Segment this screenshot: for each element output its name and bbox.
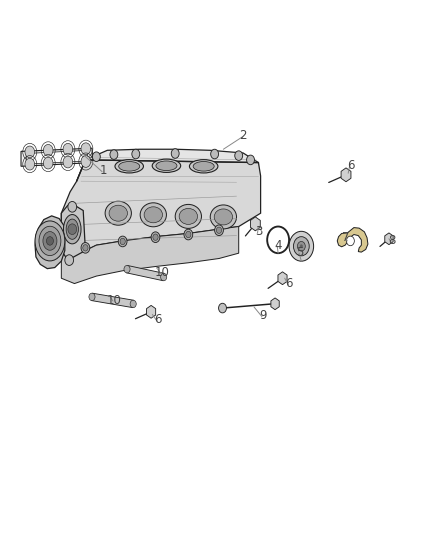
Circle shape	[247, 155, 254, 165]
Text: 4: 4	[274, 239, 282, 252]
Polygon shape	[271, 298, 279, 310]
Circle shape	[235, 151, 243, 160]
Text: 8: 8	[389, 235, 396, 247]
Circle shape	[297, 241, 305, 251]
Circle shape	[65, 255, 74, 265]
Polygon shape	[127, 265, 164, 281]
Ellipse shape	[193, 161, 214, 171]
Ellipse shape	[64, 214, 81, 244]
Circle shape	[63, 143, 73, 155]
Ellipse shape	[105, 201, 131, 225]
Ellipse shape	[124, 265, 130, 273]
Circle shape	[110, 150, 118, 159]
Ellipse shape	[152, 159, 180, 173]
Circle shape	[63, 156, 73, 168]
Polygon shape	[278, 272, 287, 285]
Ellipse shape	[179, 208, 198, 224]
Ellipse shape	[35, 221, 65, 261]
Text: 3: 3	[255, 225, 262, 238]
Ellipse shape	[66, 219, 78, 239]
Ellipse shape	[119, 161, 140, 171]
Circle shape	[215, 225, 223, 236]
Polygon shape	[385, 233, 393, 245]
Ellipse shape	[214, 209, 233, 225]
Circle shape	[43, 157, 53, 169]
Polygon shape	[26, 150, 88, 164]
Ellipse shape	[109, 205, 127, 221]
Circle shape	[81, 243, 90, 253]
Text: 9: 9	[259, 309, 267, 322]
Circle shape	[216, 227, 222, 233]
Circle shape	[346, 236, 354, 246]
Circle shape	[289, 231, 314, 261]
Text: 7: 7	[342, 231, 350, 244]
Circle shape	[219, 303, 226, 313]
Circle shape	[68, 201, 77, 212]
Polygon shape	[341, 168, 351, 182]
Circle shape	[186, 231, 191, 238]
Polygon shape	[61, 160, 261, 260]
Ellipse shape	[39, 226, 61, 256]
Ellipse shape	[161, 273, 167, 281]
Polygon shape	[147, 305, 155, 318]
Circle shape	[81, 143, 91, 155]
Circle shape	[25, 146, 35, 158]
Text: 5: 5	[297, 246, 304, 259]
Ellipse shape	[89, 293, 95, 301]
Polygon shape	[35, 216, 65, 269]
Circle shape	[92, 152, 100, 161]
Ellipse shape	[189, 160, 218, 173]
Ellipse shape	[130, 300, 136, 308]
Ellipse shape	[115, 160, 143, 173]
Circle shape	[120, 238, 125, 245]
Circle shape	[25, 158, 35, 170]
Polygon shape	[337, 228, 368, 252]
Circle shape	[68, 224, 77, 235]
Circle shape	[300, 245, 303, 248]
Text: 6: 6	[346, 159, 354, 172]
Ellipse shape	[144, 207, 162, 223]
Circle shape	[184, 229, 193, 240]
Circle shape	[151, 232, 160, 243]
Circle shape	[46, 237, 53, 245]
Text: 10: 10	[155, 266, 170, 279]
Polygon shape	[61, 205, 85, 260]
Circle shape	[81, 156, 91, 167]
Text: 10: 10	[106, 294, 121, 306]
Circle shape	[211, 149, 219, 159]
Polygon shape	[21, 148, 93, 166]
Circle shape	[171, 149, 179, 158]
Polygon shape	[251, 217, 260, 231]
Text: 2: 2	[239, 130, 247, 142]
Ellipse shape	[156, 161, 177, 171]
Text: 6: 6	[285, 277, 293, 290]
Ellipse shape	[43, 231, 57, 250]
Text: 6: 6	[154, 313, 162, 326]
Ellipse shape	[175, 205, 201, 229]
Polygon shape	[77, 149, 258, 197]
Circle shape	[293, 237, 309, 256]
Circle shape	[153, 234, 158, 240]
Ellipse shape	[140, 203, 166, 227]
Circle shape	[132, 149, 140, 159]
Circle shape	[118, 236, 127, 247]
Text: 1: 1	[99, 164, 107, 177]
Circle shape	[83, 245, 88, 251]
Ellipse shape	[210, 205, 237, 229]
Circle shape	[43, 144, 53, 156]
Polygon shape	[61, 227, 239, 284]
Polygon shape	[92, 293, 134, 308]
